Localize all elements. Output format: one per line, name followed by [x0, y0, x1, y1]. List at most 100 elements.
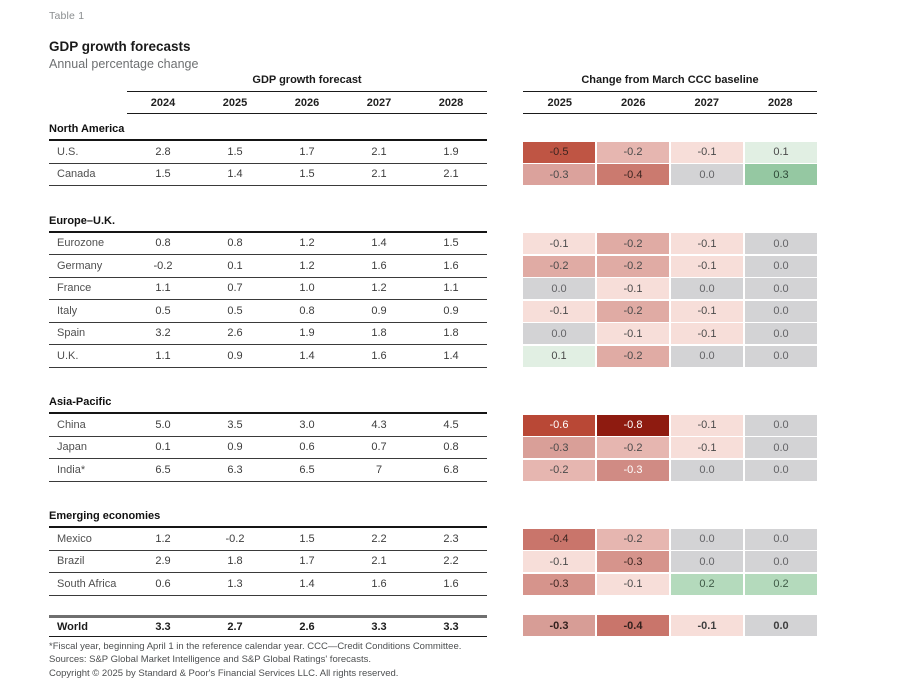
table-row: Canada 1.5 1.4 1.5 2.1 2.1 -0.3 -0.4 0.0 0.3	[49, 164, 818, 187]
forecast-cell: 1.4	[443, 349, 459, 362]
change-cell: -0.2	[523, 255, 595, 277]
forecast-cell: 2.9	[155, 555, 171, 568]
change-cell: -0.2	[597, 255, 669, 277]
change-cell: -0.1	[671, 300, 743, 322]
forecast-cell: 0.7	[227, 282, 243, 295]
row-right: -0.3 -0.2 -0.1 0.0	[523, 437, 817, 460]
forecast-cell: 1.5	[299, 532, 315, 545]
row-right: -0.6 -0.8 -0.1 0.0	[523, 414, 817, 437]
change-cell: -0.1	[671, 323, 743, 345]
forecast-cell: 6.5	[155, 463, 171, 476]
change-cell: -0.2	[597, 437, 669, 459]
forecast-cell: 1.5	[155, 168, 171, 181]
forecast-cell: 0.8	[227, 237, 243, 250]
forecast-cell: 2.6	[227, 327, 243, 340]
forecast-cell: 3.5	[227, 418, 243, 431]
row-label: U.K.	[57, 349, 79, 362]
right-year-headers: 2025 2026 2027 2028	[523, 92, 817, 114]
row-right: -0.2 -0.3 0.0 0.0	[523, 459, 817, 482]
change-cell: 0.0	[671, 528, 743, 550]
change-cell: 0.0	[745, 233, 817, 255]
forecast-cell: 1.2	[299, 259, 315, 272]
row-left: U.K. 1.1 0.9 1.4 1.6 1.4	[49, 345, 487, 368]
row-left: Brazil 2.9 1.8 1.7 2.1 2.2	[49, 551, 487, 573]
change-cell: 0.0	[745, 459, 817, 481]
forecast-cell: 1.3	[227, 577, 243, 590]
change-cell: -0.3	[597, 459, 669, 481]
change-cell: 0.0	[671, 459, 743, 481]
row-label: U.S.	[57, 145, 79, 158]
gdp-table: GDP growth forecast Change from March CC…	[49, 74, 818, 637]
change-cell: -0.1	[523, 551, 595, 573]
forecast-cell: 1.4	[227, 168, 243, 181]
forecast-cell: 2.3	[443, 532, 459, 545]
row-spacer	[487, 164, 523, 187]
change-cell: 0.0	[671, 164, 743, 186]
row-left: South Africa 0.6 1.3 1.4 1.6 1.6	[49, 573, 487, 596]
row-label: Spain	[57, 327, 86, 340]
forecast-cell: 2.1	[371, 145, 387, 158]
table-sections: North America U.S. 2.8 1.5 1.7 2.1 1.9 -0.5 -0.2…	[49, 120, 818, 596]
forecast-cell: 0.9	[227, 349, 243, 362]
forecast-cell: -0.2	[153, 259, 173, 272]
forecast-cell: 0.9	[371, 304, 387, 317]
change-cell: 0.0	[745, 528, 817, 550]
change-cell: -0.4	[597, 615, 669, 637]
change-cell: -0.2	[597, 233, 669, 255]
forecast-cell: 1.9	[443, 145, 459, 158]
forecast-cell: 1.4	[371, 237, 387, 250]
forecast-cell: 2.1	[371, 555, 387, 568]
row-right: -0.1 -0.2 -0.1 0.0	[523, 300, 817, 323]
table-label: Table 1	[49, 10, 85, 22]
year-cell: 2027	[694, 96, 719, 109]
section-title: Asia-Pacific	[49, 393, 487, 414]
forecast-cell: 2.1	[371, 168, 387, 181]
forecast-cell: 3.2	[155, 327, 171, 340]
forecast-cell: 2.1	[443, 168, 459, 181]
forecast-cell: 3.3	[371, 620, 387, 633]
change-cell: -0.3	[523, 615, 595, 637]
section-block: Europe–U.K. Eurozone 0.8 0.8 1.2 1.4 1.5 -0.1 -0…	[49, 212, 818, 368]
change-cell: -0.3	[523, 164, 595, 186]
row-left: Germany -0.2 0.1 1.2 1.6 1.6	[49, 255, 487, 278]
change-cell: 0.0	[745, 551, 817, 573]
section-block: North America U.S. 2.8 1.5 1.7 2.1 1.9 -0.5 -0.2…	[49, 120, 818, 186]
year-cell: 2026	[621, 96, 646, 109]
change-cell: 0.1	[523, 345, 595, 367]
change-cell: -0.1	[523, 233, 595, 255]
page-title: GDP growth forecasts	[49, 39, 191, 54]
forecast-cell: 1.1	[443, 282, 459, 295]
change-cell: -0.5	[523, 141, 595, 163]
footnote-line: Sources: S&P Global Market Intelligence …	[49, 654, 371, 666]
footnote-line: Copyright © 2025 by Standard & Poor's Fi…	[49, 667, 399, 679]
table-row: Eurozone 0.8 0.8 1.2 1.4 1.5 -0.1 -0.2 -0.1 0.0	[49, 233, 818, 255]
forecast-cell: 1.9	[299, 327, 315, 340]
forecast-cell: 2.6	[299, 620, 315, 633]
change-cell: 0.2	[671, 573, 743, 595]
table-row: U.K. 1.1 0.9 1.4 1.6 1.4 0.1 -0.2 0.0 0.0	[49, 345, 818, 368]
change-cell: 0.0	[523, 278, 595, 300]
change-cell: 0.1	[745, 141, 817, 163]
row-spacer	[487, 345, 523, 368]
table-row: Mexico 1.2 -0.2 1.5 2.2 2.3 -0.4 -0.2 0.0 0.0	[49, 528, 818, 551]
change-cell: -0.8	[597, 414, 669, 436]
row-left: India* 6.5 6.3 6.5 7 6.8	[49, 459, 487, 482]
forecast-cell: 4.5	[443, 418, 459, 431]
row-right: -0.3 -0.4 -0.1 0.0	[523, 615, 817, 638]
change-cell: -0.1	[523, 300, 595, 322]
forecast-cell: 1.7	[299, 555, 315, 568]
row-right: 0.1 -0.2 0.0 0.0	[523, 345, 817, 368]
forecast-cell: 0.8	[443, 441, 459, 454]
forecast-cell: 2.7	[227, 620, 243, 633]
page-subtitle: Annual percentage change	[49, 57, 199, 71]
table-row: India* 6.5 6.3 6.5 7 6.8 -0.2 -0.3 0.0 0.0	[49, 459, 818, 482]
change-cell: -0.3	[523, 437, 595, 459]
forecast-cell: 1.6	[443, 577, 459, 590]
row-spacer	[487, 323, 523, 346]
forecast-cell: 1.1	[155, 282, 171, 295]
row-right: -0.2 -0.2 -0.1 0.0	[523, 255, 817, 278]
change-cell: 0.0	[745, 300, 817, 322]
forecast-cell: 0.6	[155, 577, 171, 590]
year-cell: 2024	[150, 96, 176, 109]
year-cell: 2025	[222, 96, 248, 109]
